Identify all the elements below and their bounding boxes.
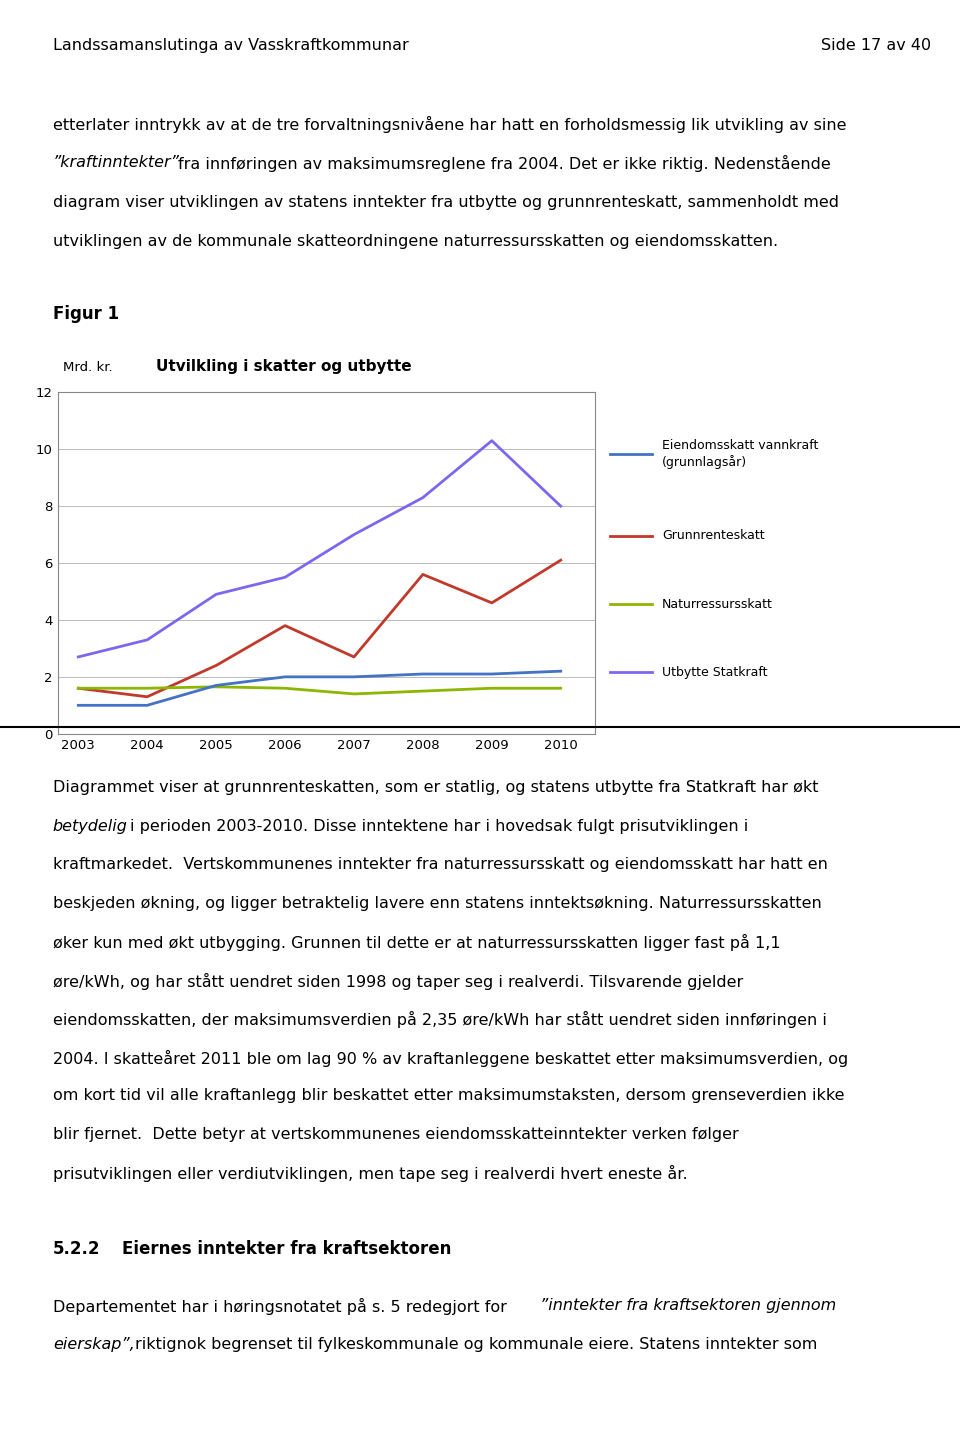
Text: ”inntekter fra kraftsektoren gjennom: ”inntekter fra kraftsektoren gjennom	[540, 1299, 837, 1314]
Text: Grunnrenteskatt: Grunnrenteskatt	[661, 529, 764, 542]
Text: Departementet har i høringsnotatet på s. 5 redegjort for: Departementet har i høringsnotatet på s.…	[53, 1299, 507, 1315]
Text: Eiendomsskatt vannkraft
(grunnlagsår): Eiendomsskatt vannkraft (grunnlagsår)	[661, 439, 818, 469]
Text: Eiernes inntekter fra kraftsektoren: Eiernes inntekter fra kraftsektoren	[122, 1239, 451, 1258]
Text: om kort tid vil alle kraftanlegg blir beskattet etter maksimumstaksten, dersom g: om kort tid vil alle kraftanlegg blir be…	[53, 1088, 844, 1103]
Text: eiendomsskatten, der maksimumsverdien på 2,35 øre/kWh har stått uendret siden in: eiendomsskatten, der maksimumsverdien på…	[53, 1011, 827, 1029]
Text: Diagrammet viser at grunnrenteskatten, som er statlig, og statens utbytte fra St: Diagrammet viser at grunnrenteskatten, s…	[53, 780, 818, 795]
Text: beskjeden økning, og ligger betraktelig lavere enn statens inntektsøkning. Natur: beskjeden økning, og ligger betraktelig …	[53, 895, 822, 911]
Text: prisutviklingen eller verdiutviklingen, men tape seg i realverdi hvert eneste år: prisutviklingen eller verdiutviklingen, …	[53, 1165, 687, 1183]
Text: Naturressursskatt: Naturressursskatt	[661, 597, 773, 610]
Text: 5.2.2: 5.2.2	[53, 1239, 100, 1258]
Text: Side 17 av 40: Side 17 av 40	[821, 38, 931, 52]
Text: Mrd. kr.: Mrd. kr.	[63, 360, 112, 373]
Text: øre/kWh, og har stått uendret siden 1998 og taper seg i realverdi. Tilsvarende g: øre/kWh, og har stått uendret siden 1998…	[53, 974, 743, 989]
Text: Utvilkling i skatter og utbytte: Utvilkling i skatter og utbytte	[156, 359, 411, 373]
Text: eierskap”,: eierskap”,	[53, 1337, 134, 1351]
Text: utviklingen av de kommunale skatteordningene naturressursskatten og eiendomsskat: utviklingen av de kommunale skatteordnin…	[53, 234, 778, 248]
Text: riktignok begrenset til fylkeskommunale og kommunale eiere. Statens inntekter so: riktignok begrenset til fylkeskommunale …	[135, 1337, 818, 1351]
Text: ”kraftinntekter”: ”kraftinntekter”	[53, 155, 180, 170]
Text: Utbytte Statkraft: Utbytte Statkraft	[661, 665, 767, 679]
Text: fra innføringen av maksimumsreglene fra 2004. Det er ikke riktig. Nedenstående: fra innføringen av maksimumsreglene fra …	[178, 155, 830, 173]
Text: 2004. I skatteåret 2011 ble om lag 90 % av kraftanleggene beskattet etter maksim: 2004. I skatteåret 2011 ble om lag 90 % …	[53, 1049, 848, 1067]
Text: Figur 1: Figur 1	[53, 305, 119, 323]
Text: diagram viser utviklingen av statens inntekter fra utbytte og grunnrenteskatt, s: diagram viser utviklingen av statens inn…	[53, 195, 839, 209]
Text: i perioden 2003-2010. Disse inntektene har i hovedsak fulgt prisutviklingen i: i perioden 2003-2010. Disse inntektene h…	[130, 819, 748, 834]
Text: blir fjernet.  Dette betyr at vertskommunenes eiendomsskatteinntekter verken føl: blir fjernet. Dette betyr at vertskommun…	[53, 1128, 738, 1142]
Text: etterlater inntrykk av at de tre forvaltningsnivåene har hatt en forholdsmessig : etterlater inntrykk av at de tre forvalt…	[53, 116, 847, 134]
Text: øker kun med økt utbygging. Grunnen til dette er at naturressursskatten ligger f: øker kun med økt utbygging. Grunnen til …	[53, 934, 780, 952]
Text: betydelig: betydelig	[53, 819, 128, 834]
Text: kraftmarkedet.  Vertskommunenes inntekter fra naturressursskatt og eiendomsskatt: kraftmarkedet. Vertskommunenes inntekter…	[53, 857, 828, 872]
Text: Landssamanslutinga av Vasskraftkommunar: Landssamanslutinga av Vasskraftkommunar	[53, 38, 409, 52]
